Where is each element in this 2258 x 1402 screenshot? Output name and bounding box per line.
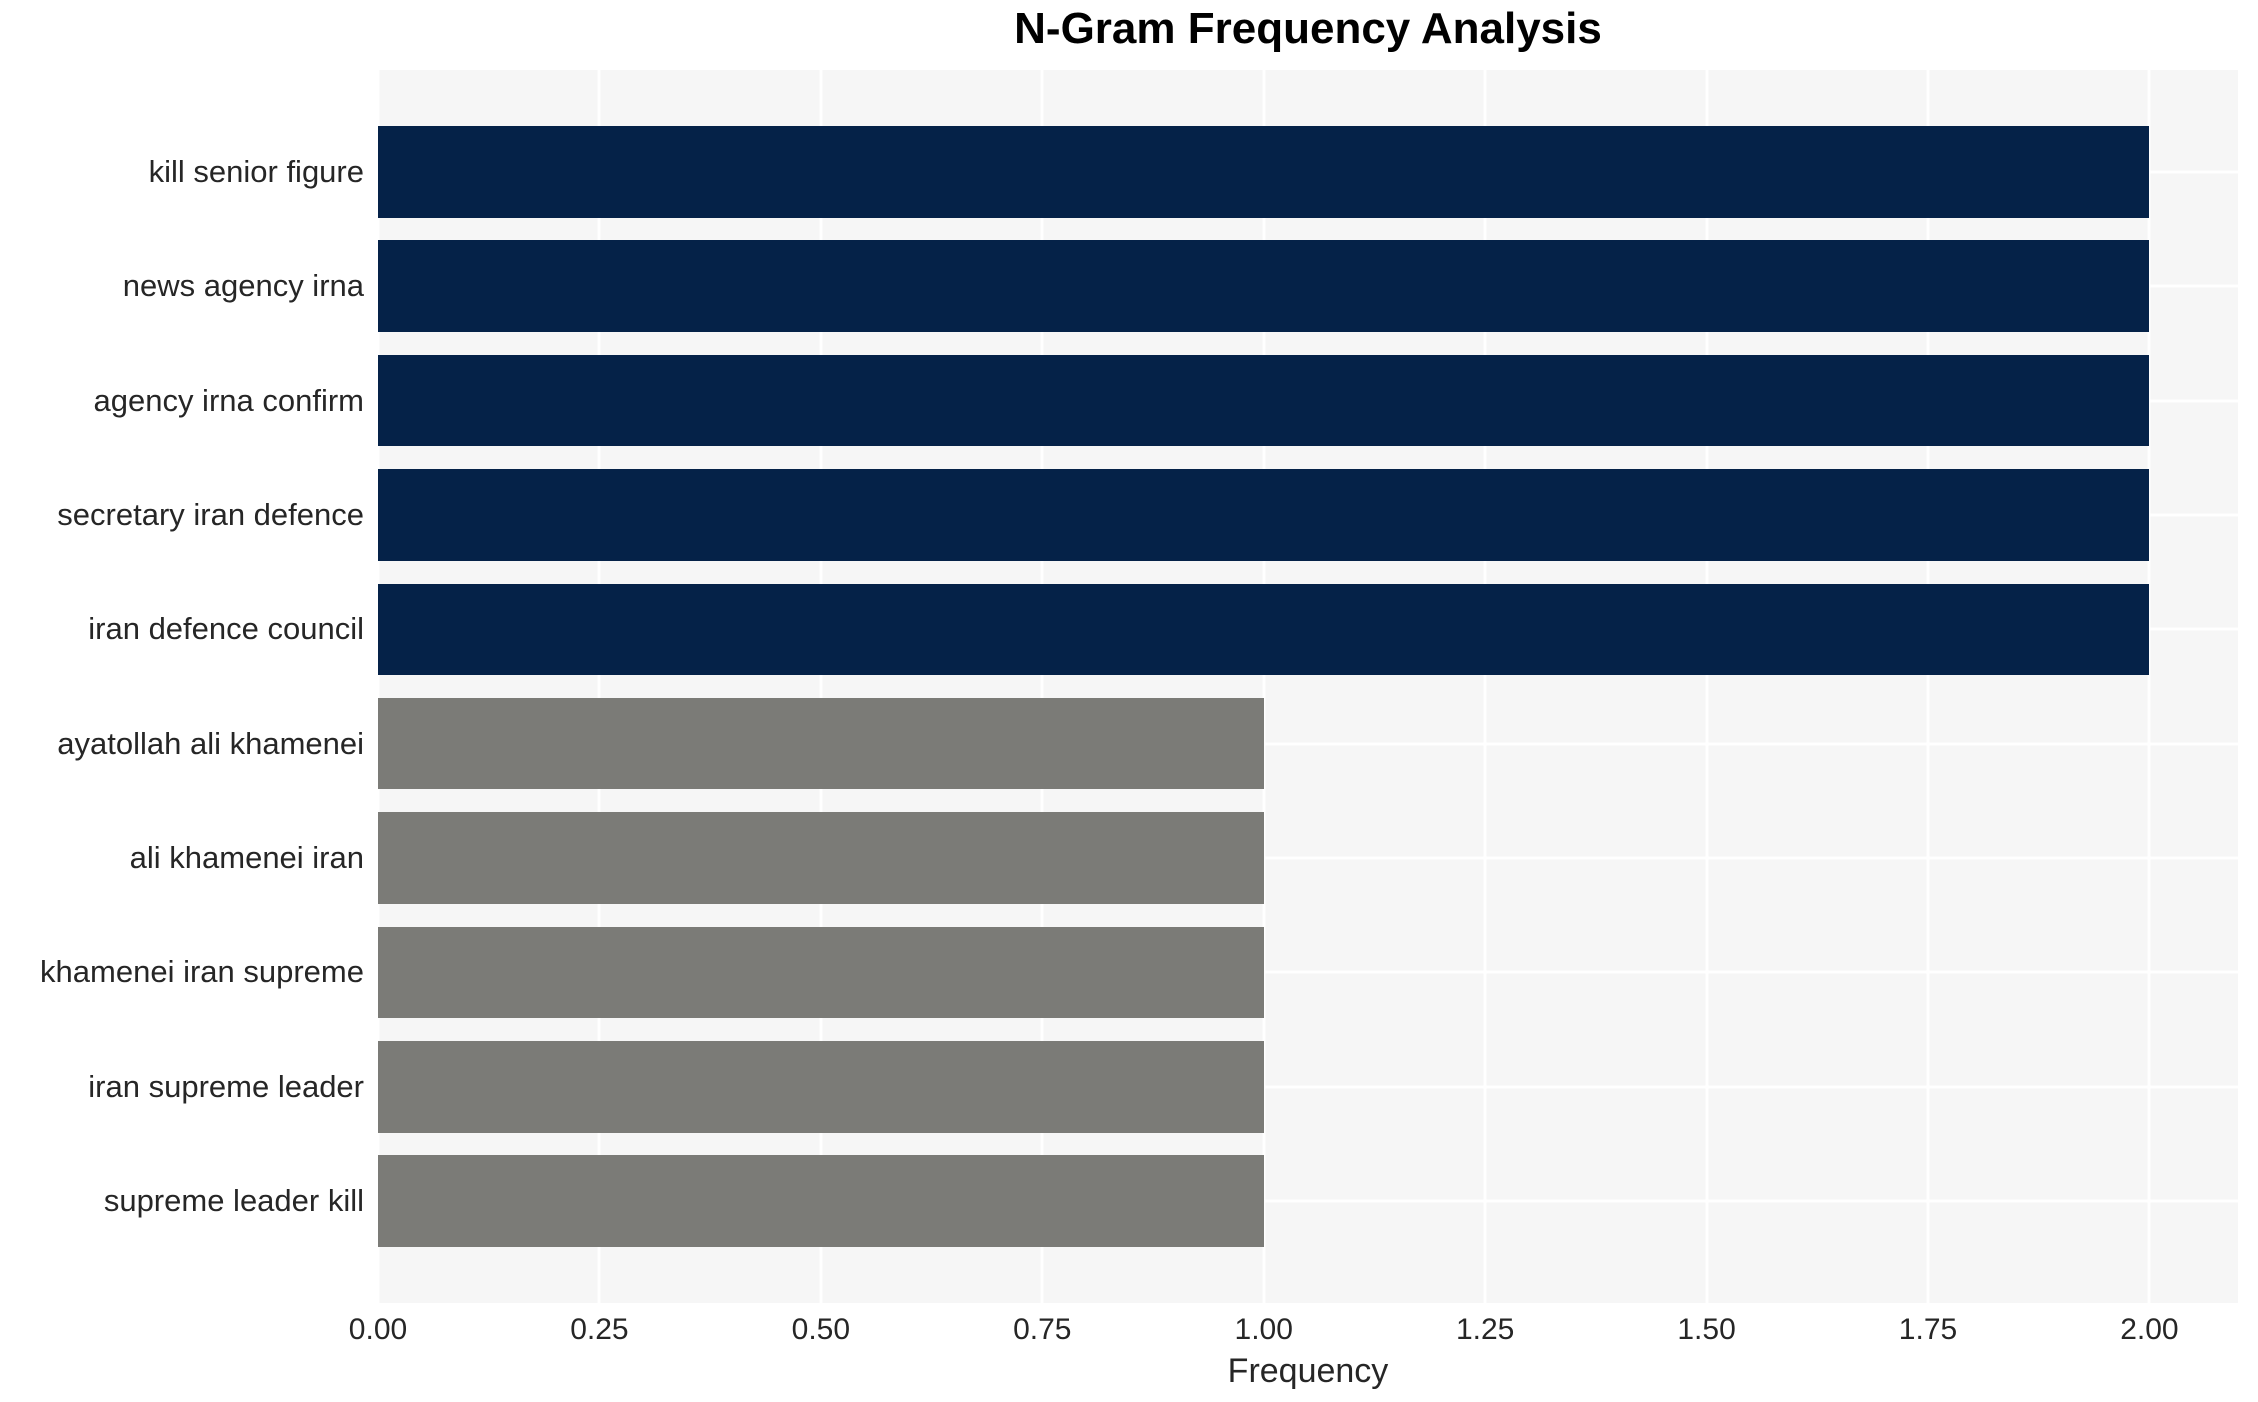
x-tick-label: 0.50 [791, 1313, 851, 1346]
x-axis-ticks: 0.00 0.25 0.50 0.75 1.00 1.25 1.50 1.75 2.00 [349, 1313, 2238, 1351]
gridline-vertical [1926, 70, 1930, 1303]
category-label: kill senior figure [148, 153, 364, 189]
bar [378, 1041, 1264, 1133]
gridline-vertical [376, 70, 380, 1303]
plot-area [376, 70, 2238, 1303]
x-tick-label: 0.75 [1013, 1313, 1072, 1346]
bar [378, 1155, 1264, 1247]
category-label: agency irna confirm [93, 382, 364, 418]
category-label: iran defence council [88, 611, 364, 647]
category-label: news agency irna [122, 268, 364, 304]
bar [378, 240, 2150, 332]
category-label: ayatollah ali khamenei [57, 725, 364, 761]
x-axis-label: Frequency [1227, 1352, 1389, 1390]
bar [378, 469, 2150, 561]
chart-title: N-Gram Frequency Analysis [1014, 4, 1602, 53]
category-label: khamenei iran supreme [40, 954, 364, 990]
gridline-horizontal [378, 970, 2238, 974]
gridline-horizontal [378, 856, 2238, 860]
bar [378, 354, 2150, 447]
bar [378, 126, 2150, 218]
x-tick-label: 1.50 [1677, 1313, 1736, 1346]
gridline-horizontal [378, 1199, 2238, 1203]
gridline-vertical [1705, 70, 1709, 1303]
category-label: iran supreme leader [88, 1068, 364, 1104]
category-label: supreme leader kill [103, 1183, 364, 1219]
bar [378, 926, 1264, 1019]
category-label: secretary iran defence [57, 496, 364, 532]
gridline-vertical [1483, 70, 1487, 1303]
x-tick-label: 1.75 [1898, 1313, 1958, 1346]
bar [378, 697, 1264, 790]
x-tick-label: 2.00 [2120, 1313, 2179, 1346]
gridline-horizontal [378, 1085, 2238, 1089]
gridline-vertical [1040, 70, 1044, 1303]
gridline-vertical [597, 70, 601, 1303]
y-axis-labels: kill senior figure news agency irna agency… [0, 70, 364, 1303]
category-label: ali khamenei iran [129, 840, 364, 876]
x-tick-label: 0.25 [570, 1313, 629, 1346]
x-tick-label: 1.00 [1234, 1313, 1293, 1346]
gridline-vertical [2147, 70, 2151, 1303]
x-tick-label: 0.00 [348, 1313, 408, 1346]
x-tick-label: 1.25 [1455, 1313, 1515, 1346]
gridline-vertical [819, 70, 823, 1303]
bar [378, 583, 2150, 676]
gridline-horizontal [378, 742, 2238, 746]
gridline-vertical [1262, 70, 1266, 1303]
bar [378, 812, 1264, 904]
